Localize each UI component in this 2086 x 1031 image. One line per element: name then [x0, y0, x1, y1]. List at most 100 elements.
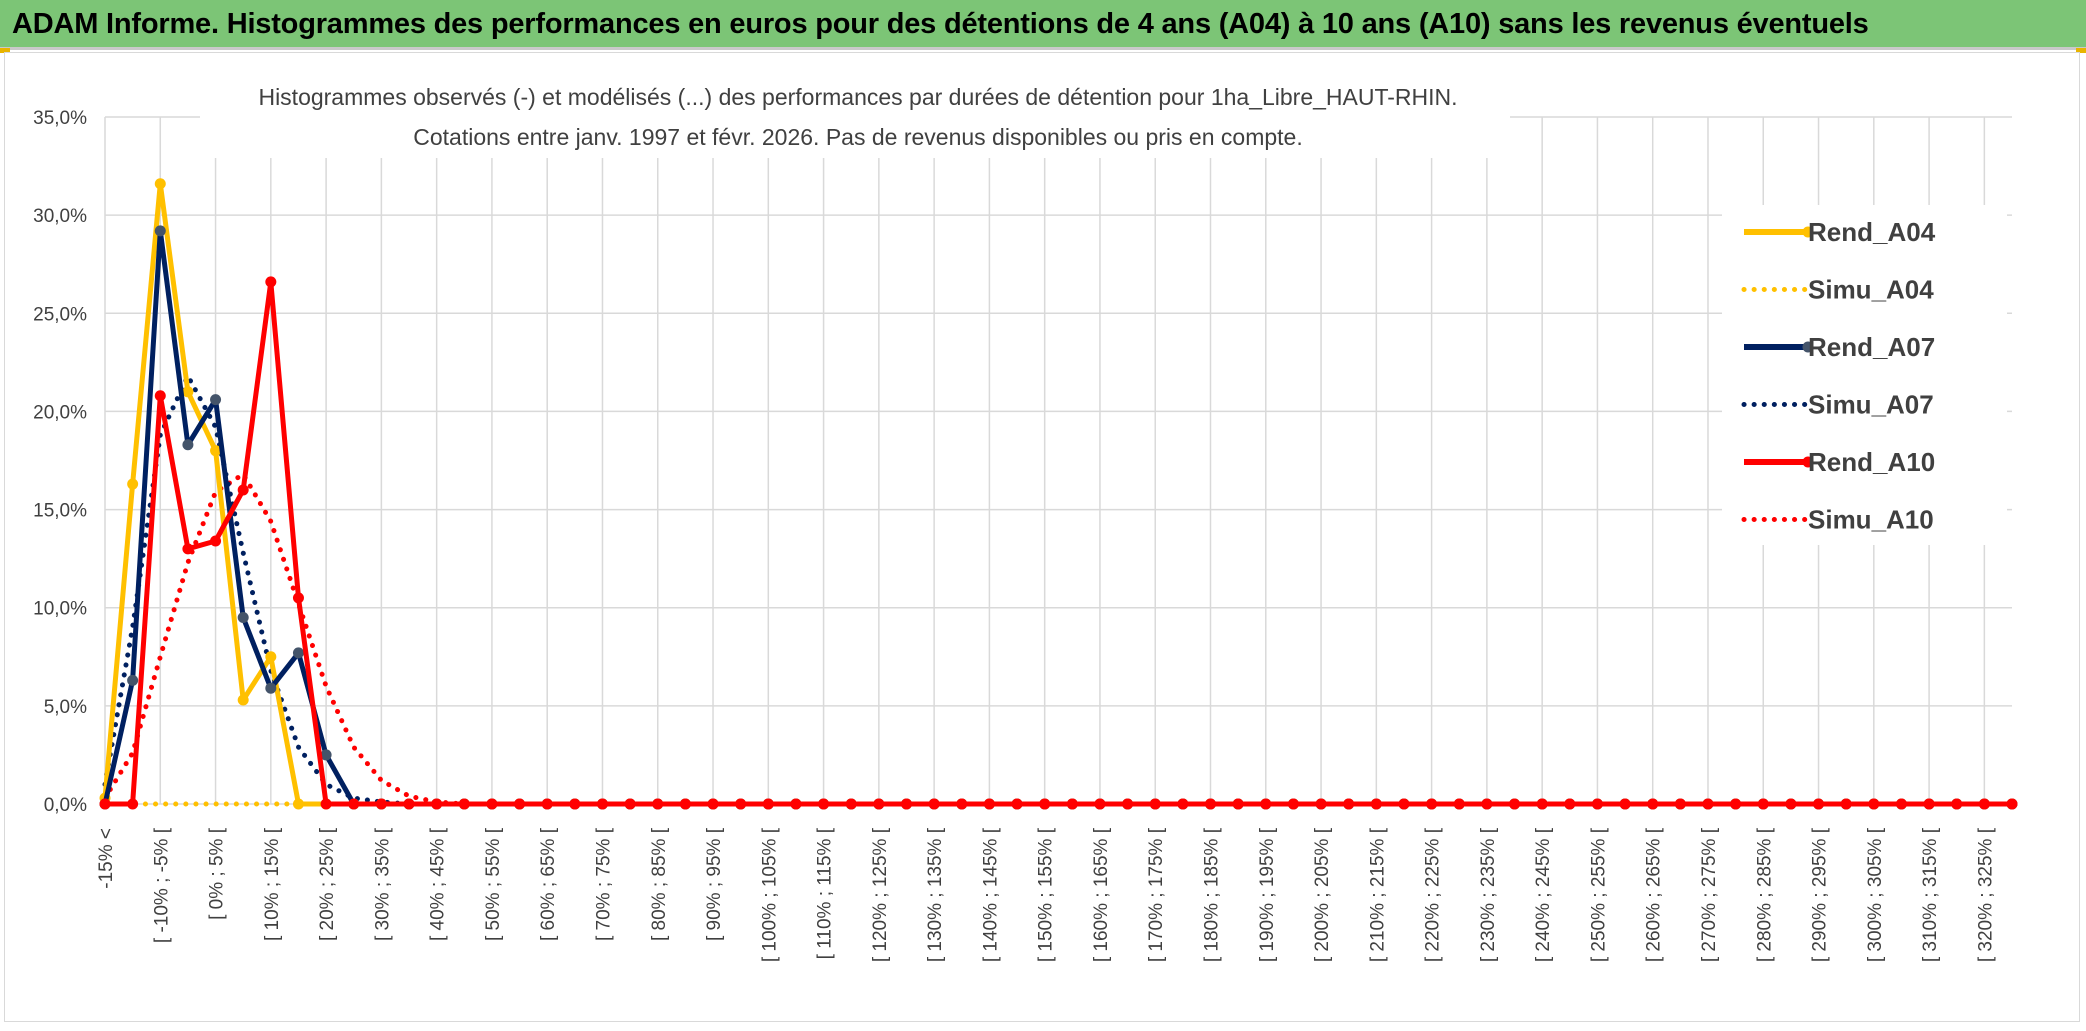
x-tick-label: [ 320% ; 325% [ [1975, 827, 1996, 962]
data-point [569, 798, 581, 810]
data-point [486, 798, 498, 810]
data-point [1674, 798, 1686, 810]
corner-mark-left [0, 48, 10, 53]
data-point [320, 798, 332, 810]
legend-marker [1802, 456, 1814, 468]
y-axis: 0,0% 5,0% 10,0% 15,0% 20,0% 25,0% 30,0% 35,0% [33, 108, 87, 816]
data-point [127, 798, 139, 810]
data-point [1840, 798, 1852, 810]
x-tick-label: [ 10% ; 15% [ [262, 827, 283, 941]
data-point [541, 798, 553, 810]
x-tick-label: [ 130% ; 135% [ [925, 827, 946, 962]
x-tick-label: [ 260% ; 265% [ [1644, 827, 1665, 962]
data-point [1785, 798, 1797, 810]
data-point [1509, 798, 1521, 810]
x-tick-label: [ 310% ; 315% [ [1920, 827, 1941, 962]
data-point [762, 798, 774, 810]
data-point [1591, 798, 1603, 810]
data-point [292, 798, 304, 810]
data-point [403, 798, 415, 810]
data-point [1205, 798, 1217, 810]
y-tick-label: 15,0% [33, 501, 87, 522]
x-tick-label: [ 290% ; 295% [ [1810, 827, 1831, 962]
data-point [1315, 798, 1327, 810]
y-tick-label: 0,0% [44, 795, 87, 816]
x-tick-label: [ 160% ; 165% [ [1091, 827, 1112, 962]
data-point [265, 276, 277, 288]
data-point [900, 798, 912, 810]
data-point [845, 798, 857, 810]
data-point [210, 445, 222, 457]
x-tick-label: [ 300% ; 305% [ [1865, 827, 1886, 962]
data-point [928, 798, 940, 810]
legend: Rend_A04 Simu_A04 Rend_A07 Simu_A07 Rend_A10… [1722, 205, 2007, 545]
y-tick-label: 20,0% [33, 402, 87, 423]
series-layer [99, 178, 2018, 810]
data-point [596, 798, 608, 810]
data-point [237, 612, 249, 624]
y-tick-label: 35,0% [33, 108, 87, 129]
data-point [679, 798, 691, 810]
data-point [1895, 798, 1907, 810]
legend-marker [1802, 341, 1814, 353]
data-point [1757, 798, 1769, 810]
data-point [265, 651, 277, 663]
data-point [348, 798, 360, 810]
data-point [1481, 798, 1493, 810]
data-point [292, 592, 304, 604]
data-point [375, 798, 387, 810]
data-point [873, 798, 885, 810]
data-point [1398, 798, 1410, 810]
legend-item-Simu_A07: Simu_A07 [1741, 390, 1934, 420]
data-point [1647, 798, 1659, 810]
data-point [818, 798, 830, 810]
x-tick-label: [ 120% ; 125% [ [870, 827, 891, 962]
x-tick-label: -15% < [96, 828, 117, 889]
data-point [1453, 798, 1465, 810]
y-tick-label: 10,0% [33, 599, 87, 620]
x-tick-label: [ 250% ; 255% [ [1588, 827, 1609, 962]
legend-item-Rend_A04: Rend_A04 [1744, 217, 1936, 247]
data-point [99, 798, 111, 810]
data-point [1923, 798, 1935, 810]
legend-marker [1802, 226, 1814, 238]
corner-mark-right [2076, 48, 2086, 53]
x-tick-label: [ 60% ; 65% [ [538, 827, 559, 941]
x-tick-label: [ 200% ; 205% [ [1312, 827, 1333, 962]
data-point [1343, 798, 1355, 810]
data-point [983, 798, 995, 810]
x-tick-label: [ 210% ; 215% [ [1367, 827, 1388, 962]
y-tick-label: 30,0% [33, 206, 87, 227]
data-point [1149, 798, 1161, 810]
data-point [182, 543, 194, 555]
x-tick-label: [ 220% ; 225% [ [1423, 827, 1444, 962]
data-point [431, 798, 443, 810]
legend-label: Rend_A04 [1808, 217, 1936, 247]
series-Rend_A10 [99, 276, 2018, 810]
x-axis: -15% < [ -10% ; -5% [[ 0% ; 5% [[ 10% ; 1… [96, 827, 1996, 962]
data-point [1177, 798, 1189, 810]
legend-item-Rend_A10: Rend_A10 [1744, 447, 1935, 477]
x-tick-label: [ 150% ; 155% [ [1036, 827, 1057, 962]
data-point [458, 798, 470, 810]
legend-label: Simu_A04 [1808, 275, 1934, 305]
x-tick-label: [ 240% ; 245% [ [1533, 827, 1554, 962]
report-header: ADAM Informe. Histogrammes des performan… [0, 0, 2086, 50]
data-point [1260, 798, 1272, 810]
data-point [624, 798, 636, 810]
data-point [1122, 798, 1134, 810]
x-tick-label: [ 80% ; 85% [ [649, 827, 670, 941]
data-point [154, 390, 166, 402]
x-tick-label: [ 30% ; 35% [ [372, 827, 393, 941]
x-tick-label: [ 50% ; 55% [ [483, 827, 504, 941]
data-point [790, 798, 802, 810]
data-point [1730, 798, 1742, 810]
report-title: ADAM Informe. Histogrammes des performan… [12, 8, 1869, 40]
legend-label: Simu_A07 [1808, 390, 1934, 420]
x-tick-label: [ -10% ; -5% [ [151, 827, 172, 943]
data-point [514, 798, 526, 810]
data-point [1702, 798, 1714, 810]
legend-box [1722, 205, 2007, 545]
data-point [320, 749, 332, 761]
data-point [210, 535, 222, 547]
